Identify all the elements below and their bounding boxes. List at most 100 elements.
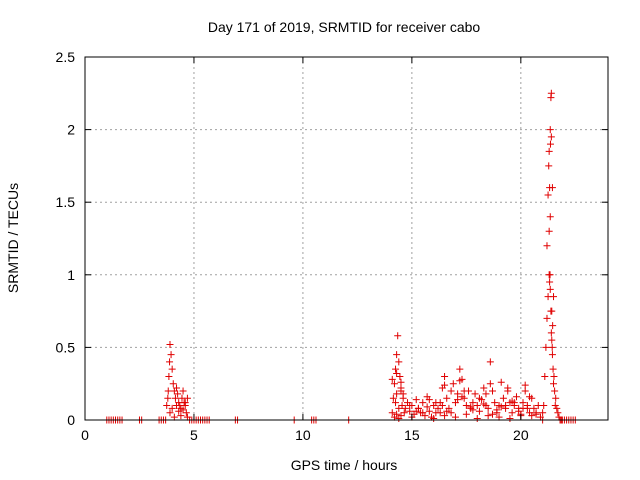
data-points [103, 89, 579, 424]
data-point [462, 410, 470, 418]
data-point [443, 407, 451, 415]
data-point [484, 412, 492, 420]
x-tick-label: 0 [81, 427, 89, 443]
data-point [388, 409, 396, 417]
data-point [397, 378, 405, 386]
data-point [183, 394, 191, 402]
data-point [399, 390, 407, 398]
data-point [547, 329, 555, 337]
x-axis-label: GPS time / hours [291, 457, 398, 473]
data-point [480, 384, 488, 392]
data-point [549, 365, 557, 373]
data-point [182, 409, 190, 417]
data-point [460, 387, 468, 395]
data-point [392, 365, 400, 373]
data-point [436, 409, 444, 417]
data-point [493, 406, 501, 414]
data-point [542, 343, 550, 351]
data-point [471, 390, 479, 398]
y-tick-label: 0.5 [56, 339, 76, 355]
data-point [388, 375, 396, 383]
data-point [510, 399, 518, 407]
data-point [489, 410, 497, 418]
data-point [390, 380, 398, 388]
grid-lines [85, 57, 608, 420]
data-point [423, 393, 431, 401]
data-point [458, 393, 466, 401]
data-point [515, 407, 523, 415]
data-point [179, 387, 187, 395]
data-point [530, 404, 538, 412]
data-point [441, 412, 449, 420]
data-point [546, 285, 554, 293]
data-point [551, 401, 559, 409]
data-point [546, 213, 554, 221]
data-point [393, 370, 401, 378]
data-point [443, 394, 451, 402]
data-point [506, 415, 514, 423]
data-point [545, 162, 553, 170]
data-point [550, 380, 558, 388]
y-tick-label: 0 [67, 412, 75, 428]
data-point [489, 387, 497, 395]
data-point [497, 403, 505, 411]
data-point [540, 401, 548, 409]
data-point [521, 381, 529, 389]
data-point [414, 404, 422, 412]
data-point [395, 358, 403, 366]
data-point [545, 227, 553, 235]
data-point [475, 394, 483, 402]
data-point [412, 396, 420, 404]
data-point [398, 401, 406, 409]
data-point [393, 410, 401, 418]
data-point [546, 271, 554, 279]
data-point [456, 365, 464, 373]
data-point [168, 404, 176, 412]
data-point [393, 351, 401, 359]
data-point [177, 412, 185, 420]
data-point [454, 396, 462, 404]
data-point [545, 147, 553, 155]
data-point [548, 351, 556, 359]
data-point [441, 381, 449, 389]
data-point [552, 394, 560, 402]
axis-ticks: 0 5 10 15 20 0 0.5 1 1.5 2 2.5 [56, 49, 608, 443]
data-point [449, 380, 457, 388]
data-point [451, 413, 459, 421]
data-point [438, 401, 446, 409]
data-point [484, 404, 492, 412]
data-point [400, 409, 408, 417]
data-point [519, 404, 527, 412]
data-point [482, 390, 490, 398]
data-point [179, 406, 187, 414]
data-point [532, 409, 540, 417]
data-point [164, 387, 172, 395]
x-tick-label: 20 [513, 427, 529, 443]
data-point [548, 307, 556, 315]
data-point [541, 372, 549, 380]
data-point [166, 340, 174, 348]
data-point [170, 413, 178, 421]
plot-frame [84, 56, 609, 421]
data-point [486, 358, 494, 366]
data-point [171, 394, 179, 402]
data-point [546, 278, 554, 286]
data-point [432, 399, 440, 407]
data-point [447, 387, 455, 395]
data-point [419, 399, 427, 407]
data-point [546, 126, 554, 134]
data-point [469, 399, 477, 407]
data-point [166, 409, 174, 417]
data-point [173, 401, 181, 409]
data-point [550, 293, 558, 301]
x-tick-label: 5 [190, 427, 198, 443]
data-point [393, 390, 401, 398]
y-tick-label: 1.5 [56, 194, 76, 210]
y-tick-label: 1 [67, 267, 75, 283]
data-point [495, 413, 503, 421]
y-tick-label: 2 [67, 122, 75, 138]
data-point [547, 133, 555, 141]
data-point [467, 403, 475, 411]
data-point [497, 378, 505, 386]
